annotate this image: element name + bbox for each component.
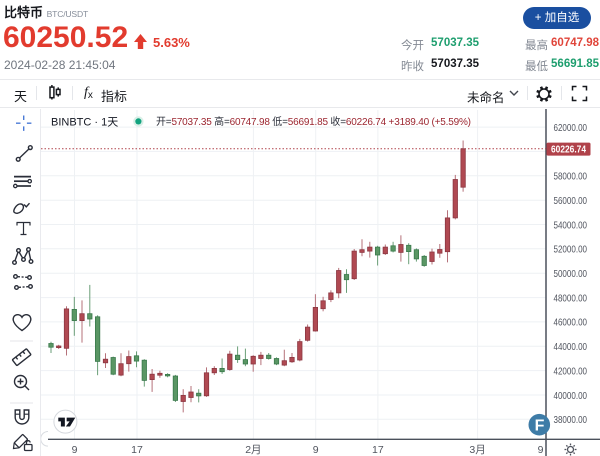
svg-text:58000.00: 58000.00 xyxy=(554,171,588,183)
svg-text:60226.74: 60226.74 xyxy=(551,145,586,156)
svg-text:开=57037.35 高=60747.98 低=56691.: 开=57037.35 高=60747.98 低=56691.85 收=60226… xyxy=(156,115,471,128)
svg-text:F: F xyxy=(535,418,545,435)
svg-text:48000.00: 48000.00 xyxy=(554,292,588,304)
svg-text:54000.00: 54000.00 xyxy=(554,219,588,231)
svg-text:9: 9 xyxy=(313,444,319,456)
svg-text:56000.00: 56000.00 xyxy=(554,195,588,207)
svg-text:38000.00: 38000.00 xyxy=(554,414,588,426)
svg-text:2月: 2月 xyxy=(245,444,261,456)
svg-text:17: 17 xyxy=(131,444,143,456)
svg-text:44000.00: 44000.00 xyxy=(554,341,588,353)
svg-text:17: 17 xyxy=(372,444,384,456)
svg-text:62000.00: 62000.00 xyxy=(554,122,588,134)
svg-text:9: 9 xyxy=(72,444,78,456)
svg-text:42000.00: 42000.00 xyxy=(554,365,588,377)
svg-text:BINBTC · 1天: BINBTC · 1天 xyxy=(51,117,118,129)
svg-text:50000.00: 50000.00 xyxy=(554,268,588,280)
svg-text:46000.00: 46000.00 xyxy=(554,317,588,329)
svg-text:9: 9 xyxy=(538,444,544,456)
svg-text:52000.00: 52000.00 xyxy=(554,244,588,256)
svg-text:3月: 3月 xyxy=(469,444,485,456)
svg-text:40000.00: 40000.00 xyxy=(554,390,588,402)
